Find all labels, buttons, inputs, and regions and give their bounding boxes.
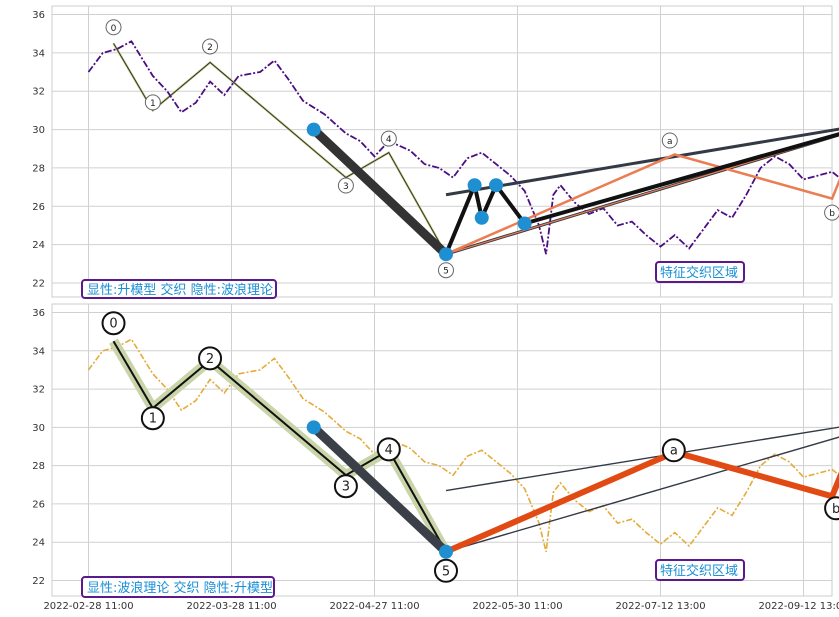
- pivot-node: [439, 544, 453, 559]
- wave-label: 4: [385, 443, 393, 458]
- y-tick-label: 22: [32, 576, 45, 587]
- pivot-node: [306, 420, 321, 435]
- price-series: [87, 338, 839, 552]
- pivot-node: [489, 178, 504, 193]
- wave-label: 1: [150, 99, 156, 109]
- wave-label-circle: [198, 346, 223, 371]
- bottom-panel: 2224262830323436012345abc显性:波浪理论 交织 隐性:升…: [32, 303, 839, 598]
- wave-label: 5: [442, 564, 450, 579]
- x-axis: 2022-02-28 11:00 2022-03-28 11:00 2022-04-…: [43, 601, 839, 612]
- wave-label: 2: [207, 43, 213, 53]
- main-line-thick: [310, 126, 450, 258]
- y-tick-label: 32: [32, 385, 45, 396]
- guide-line: [445, 436, 839, 553]
- pivot-node: [474, 210, 489, 225]
- annotation-box: [81, 279, 277, 299]
- wave-label: a: [670, 444, 678, 459]
- wave-label: b: [832, 502, 839, 517]
- y-tick-label: 24: [32, 538, 45, 549]
- wave-label-circle: [438, 262, 454, 279]
- y-tick-label: 28: [32, 461, 45, 472]
- pivot-node: [439, 247, 453, 262]
- wave-label: 4: [386, 135, 392, 145]
- price-series: [87, 40, 839, 255]
- wave-label: 0: [109, 317, 117, 332]
- wave-label: b: [829, 209, 835, 219]
- fit-line: [445, 153, 839, 256]
- y-tick-label: 36: [32, 10, 45, 21]
- region-label-box: [655, 559, 745, 581]
- wave-label-circle: [824, 496, 839, 521]
- wave-label-circle: [101, 311, 126, 336]
- y-tick-label: 34: [32, 346, 45, 357]
- wave-label: a: [667, 137, 673, 147]
- region-label: 特征交织区域: [660, 563, 738, 579]
- wave-label: 3: [342, 480, 350, 495]
- x-tick-label: 2022-07-12 13:00: [615, 601, 705, 612]
- y-tick-label: 24: [32, 240, 45, 251]
- wave-label: 0: [111, 24, 117, 34]
- region-label: 特征交织区域: [660, 265, 738, 281]
- fit-line: [444, 449, 839, 555]
- wave-label-circle: [202, 38, 219, 55]
- region-label-box: [655, 261, 745, 283]
- wave-label: 5: [443, 267, 449, 277]
- y-tick-label: 26: [32, 202, 45, 213]
- top-panel: 2224262830323436012345abc显性:升模型 交织 隐性:波浪…: [32, 5, 839, 299]
- wave-label: 2: [206, 352, 214, 367]
- x-tick-label: 2022-04-27 11:00: [329, 601, 419, 612]
- y-tick-label: 22: [32, 279, 45, 290]
- x-tick-label: 2022-09-12 13:00: [758, 601, 839, 612]
- wave-label-circle: [144, 94, 161, 111]
- wave-label-circle: [380, 130, 397, 147]
- wave-label: 3: [343, 182, 349, 192]
- annotation-text: 显性:波浪理论 交织 隐性:升模型: [87, 580, 273, 596]
- wave-label-circle: [333, 474, 358, 499]
- pivot-node: [306, 122, 321, 137]
- y-tick-label: 30: [32, 125, 45, 136]
- x-tick-label: 2022-02-28 11:00: [43, 601, 133, 612]
- y-tick-label: 30: [32, 423, 45, 434]
- y-tick-label: 32: [32, 87, 45, 98]
- y-tick-label: 34: [32, 48, 45, 59]
- pivot-node: [517, 216, 532, 231]
- wave-label-circle: [337, 177, 354, 194]
- x-tick-label: 2022-03-28 11:00: [186, 601, 276, 612]
- annotation-box: [81, 576, 275, 598]
- main-line-thick: [310, 424, 450, 556]
- wave-label-circle: [105, 19, 122, 36]
- y-tick-label: 28: [32, 163, 45, 174]
- wave-label-circle: [661, 132, 678, 149]
- y-tick-label: 36: [32, 308, 45, 319]
- wave-label-circle: [376, 437, 401, 462]
- x-tick-label: 2022-05-30 11:00: [472, 601, 562, 612]
- annotation-text: 显性:升模型 交织 隐性:波浪理论: [87, 282, 273, 298]
- wave-label-circle: [140, 406, 165, 431]
- wave-label-circle: [824, 204, 839, 221]
- wave-label-circle: [661, 438, 686, 463]
- wave-label-circle: [434, 558, 458, 583]
- wave-label: 1: [149, 412, 157, 427]
- pivot-node: [467, 178, 482, 193]
- wave-line: [112, 340, 447, 553]
- y-tick-label: 26: [32, 499, 45, 510]
